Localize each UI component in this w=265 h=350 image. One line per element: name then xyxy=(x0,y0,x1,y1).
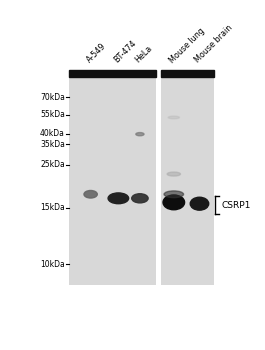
Text: 10kDa: 10kDa xyxy=(40,260,65,269)
Ellipse shape xyxy=(132,194,148,203)
Ellipse shape xyxy=(163,195,185,210)
Text: 40kDa: 40kDa xyxy=(40,129,65,138)
Bar xyxy=(161,70,214,77)
Bar xyxy=(69,70,156,77)
Bar xyxy=(161,77,214,285)
Text: HeLa: HeLa xyxy=(134,44,154,65)
Text: 55kDa: 55kDa xyxy=(40,110,65,119)
Ellipse shape xyxy=(190,197,209,210)
Ellipse shape xyxy=(168,116,179,119)
Text: CSRP1: CSRP1 xyxy=(222,201,251,210)
Ellipse shape xyxy=(136,133,144,136)
Ellipse shape xyxy=(84,190,97,198)
Text: 25kDa: 25kDa xyxy=(40,160,65,169)
Text: BT-474: BT-474 xyxy=(112,39,138,65)
Text: 15kDa: 15kDa xyxy=(40,203,65,212)
Bar xyxy=(69,77,156,285)
Text: 35kDa: 35kDa xyxy=(40,140,65,149)
Text: Mouse brain: Mouse brain xyxy=(193,24,234,65)
Text: A-549: A-549 xyxy=(85,42,108,65)
Ellipse shape xyxy=(108,193,129,204)
Text: 70kDa: 70kDa xyxy=(40,93,65,102)
Ellipse shape xyxy=(167,172,180,176)
Text: Mouse lung: Mouse lung xyxy=(167,26,206,65)
Ellipse shape xyxy=(164,191,184,198)
